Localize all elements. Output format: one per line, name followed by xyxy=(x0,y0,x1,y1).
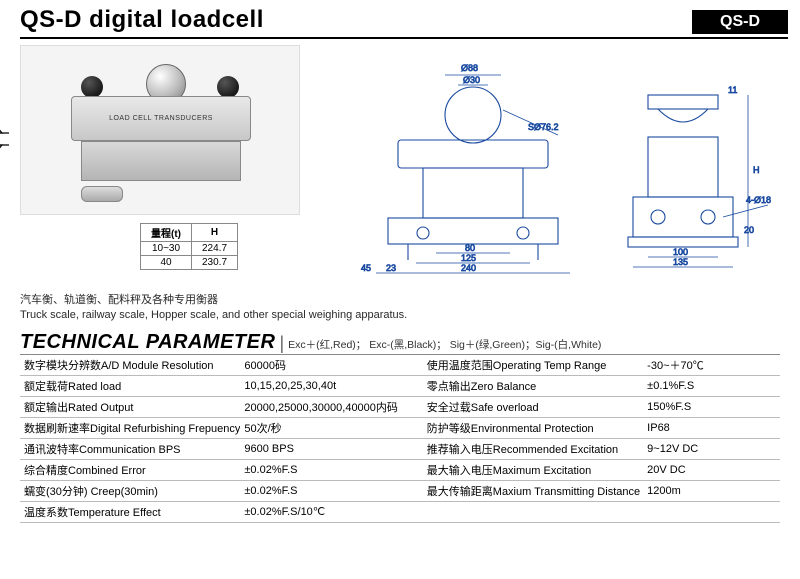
table-row: 量程(t) H xyxy=(141,224,238,242)
dim-w135: 135 xyxy=(673,257,688,267)
dim-header: H xyxy=(192,224,238,242)
dim-s076: SØ76.2 xyxy=(528,122,559,132)
table-row: 额定输出Rated Output20000,25000,30000,40000内… xyxy=(20,396,780,417)
desc-cn: 汽车衡、轨道衡、配料秤及各种专用衡器 xyxy=(20,293,780,308)
param-cell: IP68 xyxy=(643,417,780,438)
dim-w45: 45 xyxy=(361,263,371,273)
param-cell: 额定载荷Rated load xyxy=(20,375,240,396)
dim-header: 量程(t) xyxy=(141,224,192,242)
desc-en: Truck scale, railway scale, Hopper scale… xyxy=(20,308,780,323)
page-title: QS-D digital loadcell xyxy=(20,6,264,34)
knob-left xyxy=(81,76,103,98)
dim-w80: 80 xyxy=(465,243,475,253)
base-plate xyxy=(81,141,241,181)
param-cell xyxy=(423,501,643,522)
tech-title: TECHNICAL PARAMETER xyxy=(20,331,275,354)
dim-d30: Ø30 xyxy=(463,75,480,85)
left-column: LOAD CELL TRANSDUCERS 量程(t) H 10~30 224.… xyxy=(20,45,318,285)
parameter-table: 数字模块分辨数A/D Module Resolution60000码使用温度范围… xyxy=(20,355,780,523)
dim-w100: 100 xyxy=(673,247,688,257)
table-row: 额定载荷Rated load10,15,20,25,30,40t零点输出Zero… xyxy=(20,375,780,396)
description: 汽车衡、轨道衡、配料秤及各种专用衡器 Truck scale, railway … xyxy=(20,293,780,323)
param-cell: 9600 BPS xyxy=(240,438,422,459)
param-cell: 9~12V DC xyxy=(643,438,780,459)
spacer-foot xyxy=(81,186,123,202)
param-cell: 10,15,20,25,30,40t xyxy=(240,375,422,396)
loadcell-body: LOAD CELL TRANSDUCERS xyxy=(71,96,251,141)
dim-w23: 23 xyxy=(386,263,396,273)
param-cell: 零点输出Zero Balance xyxy=(423,375,643,396)
param-cell: 最大输入电压Maximum Excitation xyxy=(423,459,643,480)
dim-w240: 240 xyxy=(461,263,476,273)
model-badge: QS-D xyxy=(692,10,788,34)
table-row: 通讯波特率Communication BPS9600 BPS推荐输入电压Reco… xyxy=(20,438,780,459)
param-cell: 使用温度范围Operating Temp Range xyxy=(423,355,643,376)
param-cell: 推荐输入电压Recommended Excitation xyxy=(423,438,643,459)
table-row: 10~30 224.7 xyxy=(141,242,238,256)
right-column: Ø88 Ø30 SØ76.2 80 125 240 45 23 xyxy=(318,45,788,285)
tech-header: TECHNICAL PARAMETER | Exc＋(红,Red)； Exc-(… xyxy=(20,331,780,355)
param-cell: 数据刷新速率Digital Refurbishing Frepuency xyxy=(20,417,240,438)
param-cell: 通讯波特率Communication BPS xyxy=(20,438,240,459)
dim-holes: 4-Ø18 xyxy=(746,195,771,205)
param-cell: 60000码 xyxy=(240,355,422,376)
param-cell: 综合精度Combined Error xyxy=(20,459,240,480)
param-cell: 额定输出Rated Output xyxy=(20,396,240,417)
param-cell: 最大传输距离Maxium Transmitting Distance xyxy=(423,480,643,501)
dim-h: H xyxy=(753,165,760,175)
param-cell: ±0.1%F.S xyxy=(643,375,780,396)
knob-right xyxy=(217,76,239,98)
table-row: 数字模块分辨数A/D Module Resolution60000码使用温度范围… xyxy=(20,355,780,376)
table-row: 温度系数Temperature Effect±0.02%F.S/10℃ xyxy=(20,501,780,522)
dim-d88: Ø88 xyxy=(461,63,478,73)
param-cell: 50次/秒 xyxy=(240,417,422,438)
table-row: 40 230.7 xyxy=(141,256,238,270)
param-cell: ±0.02%F.S/10℃ xyxy=(240,501,422,522)
param-cell: 20000,25000,30000,40000内码 xyxy=(240,396,422,417)
dim-s11: 11 xyxy=(728,85,737,95)
param-cell: 温度系数Temperature Effect xyxy=(20,501,240,522)
param-cell: 1200m xyxy=(643,480,780,501)
engineering-drawing: Ø88 Ø30 SØ76.2 80 125 240 45 23 xyxy=(328,45,788,285)
param-cell: ±0.02%F.S xyxy=(240,459,422,480)
param-cell: ±0.02%F.S xyxy=(240,480,422,501)
dimension-table: 量程(t) H 10~30 224.7 40 230.7 xyxy=(140,223,238,270)
table-row: 蠕变(30分钟) Creep(30min)±0.02%F.S最大传输距离Maxi… xyxy=(20,480,780,501)
param-cell: 蠕变(30分钟) Creep(30min) xyxy=(20,480,240,501)
header: QS-D digital loadcell QS-D xyxy=(0,0,800,34)
param-cell xyxy=(643,501,780,522)
param-cell: 150%F.S xyxy=(643,396,780,417)
param-cell: 安全过载Safe overload xyxy=(423,396,643,417)
dim-w125: 125 xyxy=(461,253,476,263)
param-cell: 防护等级Environmental Protection xyxy=(423,417,643,438)
param-cell: 20V DC xyxy=(643,459,780,480)
param-cell: -30~＋70℃ xyxy=(643,355,780,376)
table-row: 综合精度Combined Error±0.02%F.S最大输入电压Maximum… xyxy=(20,459,780,480)
table-row: 数据刷新速率Digital Refurbishing Frepuency50次/… xyxy=(20,417,780,438)
dim-s20: 20 xyxy=(744,225,754,235)
mount-symbol-icon xyxy=(0,125,12,155)
param-cell: 数字模块分辨数A/D Module Resolution xyxy=(20,355,240,376)
wiring-legend: Exc＋(红,Red)； Exc-(黑,Black)； Sig＋(绿,Green… xyxy=(288,337,601,354)
product-photo: LOAD CELL TRANSDUCERS xyxy=(20,45,300,215)
upper-section: LOAD CELL TRANSDUCERS 量程(t) H 10~30 224.… xyxy=(0,39,800,285)
